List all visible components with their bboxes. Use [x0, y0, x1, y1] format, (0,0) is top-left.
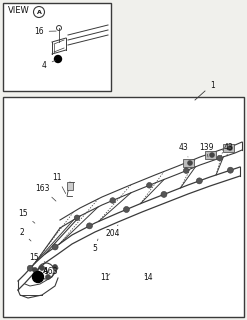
Text: 16: 16 [34, 27, 56, 36]
Text: 15: 15 [29, 253, 45, 262]
Circle shape [74, 215, 80, 220]
Circle shape [227, 167, 233, 173]
Bar [67, 182, 73, 190]
Circle shape [110, 198, 116, 203]
Text: A: A [43, 268, 49, 274]
Circle shape [217, 155, 223, 161]
Bar [183, 159, 194, 167]
Text: VIEW: VIEW [8, 6, 30, 15]
Bar [223, 144, 234, 152]
Text: 43: 43 [178, 142, 188, 157]
Bar [3, 3, 111, 91]
Circle shape [33, 271, 43, 283]
Circle shape [146, 182, 152, 188]
Text: 163: 163 [35, 183, 56, 201]
Circle shape [45, 275, 50, 279]
Text: 139: 139 [199, 142, 213, 157]
Text: A: A [37, 10, 41, 14]
Circle shape [55, 55, 62, 62]
Text: 11: 11 [52, 172, 66, 194]
Text: 5: 5 [93, 239, 98, 252]
Circle shape [196, 178, 202, 184]
Text: 4: 4 [42, 60, 56, 70]
Circle shape [33, 268, 38, 273]
Circle shape [52, 244, 58, 250]
Circle shape [184, 168, 189, 173]
Text: 15: 15 [18, 209, 35, 223]
Circle shape [40, 266, 44, 270]
Text: 14: 14 [143, 274, 153, 283]
Bar [3, 97, 244, 317]
Text: 11: 11 [100, 274, 110, 283]
Bar [205, 151, 216, 159]
Circle shape [161, 191, 167, 197]
Circle shape [209, 153, 214, 157]
Text: 2: 2 [20, 228, 31, 241]
Circle shape [86, 223, 92, 229]
Circle shape [124, 206, 129, 212]
Circle shape [27, 265, 33, 271]
Circle shape [53, 265, 58, 269]
Circle shape [36, 277, 41, 283]
Circle shape [227, 146, 232, 150]
Text: 43: 43 [223, 142, 233, 156]
Text: 1: 1 [210, 81, 215, 90]
Text: 204: 204 [106, 225, 120, 237]
Text: 163: 163 [43, 268, 57, 276]
Circle shape [187, 161, 192, 165]
